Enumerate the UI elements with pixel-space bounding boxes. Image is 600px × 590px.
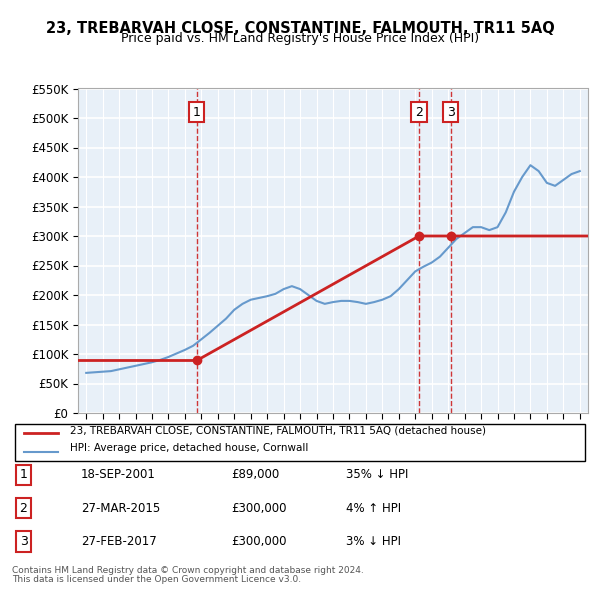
Text: 23, TREBARVAH CLOSE, CONSTANTINE, FALMOUTH, TR11 5AQ: 23, TREBARVAH CLOSE, CONSTANTINE, FALMOU… — [46, 21, 554, 35]
Text: 3: 3 — [20, 535, 28, 548]
Text: 1: 1 — [193, 106, 201, 119]
Text: 2: 2 — [415, 106, 423, 119]
Text: 1: 1 — [20, 468, 28, 481]
Text: Contains HM Land Registry data © Crown copyright and database right 2024.: Contains HM Land Registry data © Crown c… — [12, 566, 364, 575]
Text: £300,000: £300,000 — [231, 502, 286, 514]
Text: 3: 3 — [447, 106, 455, 119]
Text: 3% ↓ HPI: 3% ↓ HPI — [346, 535, 401, 548]
Text: Price paid vs. HM Land Registry's House Price Index (HPI): Price paid vs. HM Land Registry's House … — [121, 32, 479, 45]
Text: 27-MAR-2015: 27-MAR-2015 — [81, 502, 160, 514]
Text: £89,000: £89,000 — [231, 468, 279, 481]
Text: 4% ↑ HPI: 4% ↑ HPI — [346, 502, 401, 514]
Text: 2: 2 — [20, 502, 28, 514]
FancyBboxPatch shape — [15, 424, 585, 461]
Text: 27-FEB-2017: 27-FEB-2017 — [81, 535, 157, 548]
Text: £300,000: £300,000 — [231, 535, 286, 548]
Text: 23, TREBARVAH CLOSE, CONSTANTINE, FALMOUTH, TR11 5AQ (detached house): 23, TREBARVAH CLOSE, CONSTANTINE, FALMOU… — [70, 425, 485, 435]
Text: 35% ↓ HPI: 35% ↓ HPI — [346, 468, 409, 481]
Text: This data is licensed under the Open Government Licence v3.0.: This data is licensed under the Open Gov… — [12, 575, 301, 584]
Text: HPI: Average price, detached house, Cornwall: HPI: Average price, detached house, Corn… — [70, 443, 308, 453]
Text: 18-SEP-2001: 18-SEP-2001 — [81, 468, 156, 481]
